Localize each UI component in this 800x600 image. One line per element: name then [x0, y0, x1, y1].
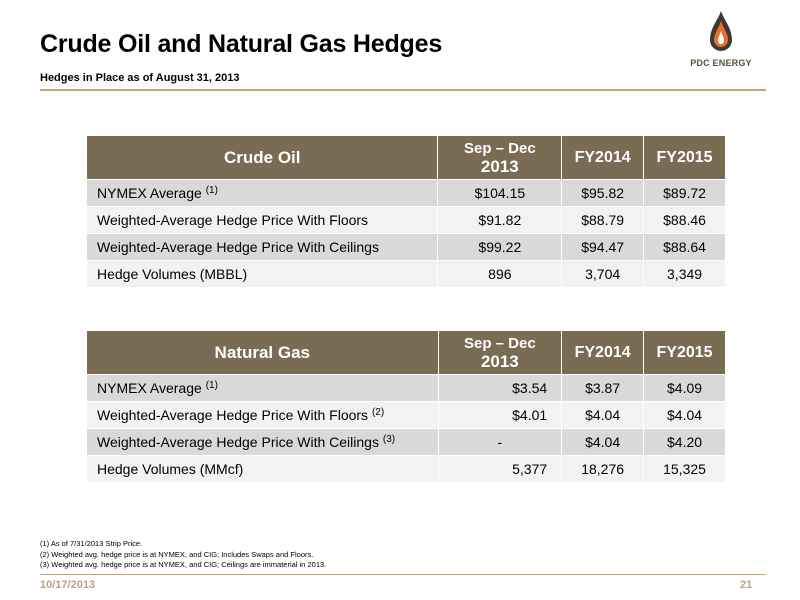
table-row: Weighted-Average Hedge Price With Floors…	[85, 206, 726, 234]
page-subtitle: Hedges in Place as of August 31, 2013	[40, 72, 240, 84]
company-logo: PDC ENERGY	[676, 10, 766, 68]
flame-drop-icon	[710, 11, 732, 51]
cell-value: $94.47	[561, 233, 645, 261]
row-label-text: NYMEX Average	[97, 185, 202, 201]
logo-wordmark: PDC ENERGY	[690, 58, 752, 68]
cell-value: $3.87	[561, 374, 645, 402]
column-header-line-2: 2013	[480, 156, 519, 176]
footnote-marker: (2)	[371, 407, 385, 418]
column-header-line-2: 2013	[480, 351, 519, 371]
cell-value: 15,325	[643, 455, 726, 483]
cell-value: $99.22	[437, 233, 563, 261]
column-header-fy2014: FY2014	[561, 330, 645, 375]
page-number: 21	[740, 579, 753, 591]
column-header-natural-gas: Natural Gas	[86, 330, 439, 375]
table-row: Hedge Volumes (MBBL) 896 3,704 3,349	[85, 260, 726, 288]
table-row: Weighted-Average Hedge Price With Ceilin…	[86, 428, 726, 456]
cell-value: 896	[437, 260, 563, 288]
footnote-marker: (1)	[205, 185, 218, 196]
footnote-2: (2) Weighted avg. hedge price is at NYME…	[40, 549, 314, 559]
cell-value: $104.15	[437, 179, 563, 207]
row-label: Weighted-Average Hedge Price With Ceilin…	[85, 233, 439, 261]
cell-value: $4.04	[561, 428, 645, 456]
table-header-row: Natural Gas Sep – Dec 2013 FY2014 FY2015	[86, 330, 726, 375]
cell-value: $3.54	[437, 374, 563, 402]
row-label-text: NYMEX Average	[97, 380, 202, 396]
cell-value: $4.04	[561, 401, 645, 429]
cell-value: $88.46	[643, 206, 726, 234]
footnote-3: (3) Weighted avg. hedge price is at NYME…	[40, 560, 327, 569]
column-header-sep-dec-2013: Sep – Dec 2013	[437, 135, 563, 180]
row-label: Weighted-Average Hedge Price With Floors…	[86, 401, 439, 429]
row-label-text: Weighted-Average Hedge Price With Ceilin…	[97, 434, 379, 450]
natural-gas-hedge-table: Natural Gas Sep – Dec 2013 FY2014 FY2015…	[86, 330, 726, 483]
table-row: NYMEX Average (1) $3.54 $3.87 $4.09	[86, 374, 726, 402]
column-header-line-1: Sep – Dec	[463, 139, 536, 157]
cell-value: 5,377	[437, 455, 563, 483]
table-row: NYMEX Average (1) $104.15 $95.82 $89.72	[85, 179, 726, 207]
row-label: Hedge Volumes (MMcf)	[86, 455, 439, 483]
row-label: Hedge Volumes (MBBL)	[85, 260, 439, 288]
cell-value: 3,704	[561, 260, 645, 288]
row-label-text: Weighted-Average Hedge Price With Floors	[97, 407, 369, 423]
table-row: Hedge Volumes (MMcf) 5,377 18,276 15,325	[86, 455, 726, 483]
footer-date: 10/17/2013	[40, 579, 96, 591]
column-header-line-1: Sep – Dec	[463, 334, 536, 352]
cell-value: $91.82	[437, 206, 563, 234]
footer-divider	[40, 574, 766, 575]
footnote-marker: (3)	[382, 434, 396, 445]
cell-value: $88.79	[561, 206, 645, 234]
footnote-marker: (1)	[205, 380, 218, 391]
row-label: Weighted-Average Hedge Price With Ceilin…	[86, 428, 439, 456]
cell-value: $89.72	[643, 179, 726, 207]
page-title: Crude Oil and Natural Gas Hedges	[40, 30, 443, 58]
footnotes: (1) As of 7/31/2013 Strip Price. (2) Wei…	[40, 539, 326, 571]
cell-value: $4.09	[643, 374, 726, 402]
row-label: Weighted-Average Hedge Price With Floors	[85, 206, 439, 234]
column-header-fy2015: FY2015	[643, 135, 726, 180]
column-header-crude-oil: Crude Oil	[85, 135, 439, 180]
table-header-row: Crude Oil Sep – Dec 2013 FY2014 FY2015	[85, 135, 726, 180]
cell-value: 18,276	[561, 455, 645, 483]
footnote-1: (1) As of 7/31/2013 Strip Price.	[40, 539, 143, 548]
cell-value: 3,349	[643, 260, 726, 288]
cell-value: -	[437, 428, 563, 456]
table-row: Weighted-Average Hedge Price With Floors…	[86, 401, 726, 429]
row-label: NYMEX Average (1)	[85, 179, 439, 207]
column-header-fy2014: FY2014	[561, 135, 645, 180]
cell-value: $88.64	[643, 233, 726, 261]
column-header-sep-dec-2013: Sep – Dec 2013	[437, 330, 563, 375]
row-label: NYMEX Average (1)	[86, 374, 439, 402]
cell-value: $95.82	[561, 179, 645, 207]
header-divider	[40, 89, 766, 91]
crude-oil-hedge-table: Crude Oil Sep – Dec 2013 FY2014 FY2015 N…	[85, 135, 726, 288]
column-header-fy2015: FY2015	[643, 330, 726, 375]
cell-value: $4.01	[437, 401, 563, 429]
table-row: Weighted-Average Hedge Price With Ceilin…	[85, 233, 726, 261]
cell-value: $4.04	[643, 401, 726, 429]
cell-value: $4.20	[643, 428, 726, 456]
